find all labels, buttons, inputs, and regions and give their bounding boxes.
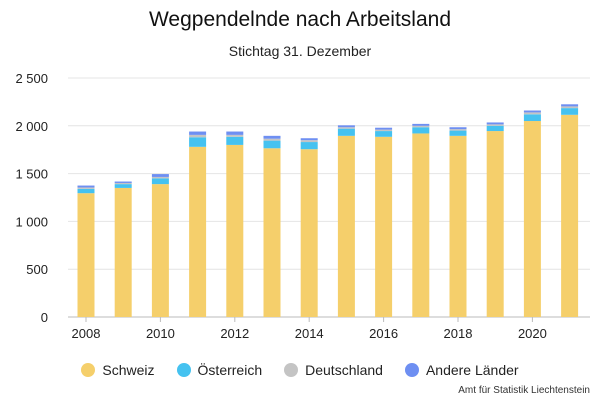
x-tick-label: 2014 (295, 326, 324, 341)
bar-segment (486, 131, 504, 317)
bar-segment (523, 114, 541, 122)
bar-segment (486, 124, 504, 126)
x-tick-label: 2008 (72, 326, 101, 341)
bar-segment (375, 136, 393, 317)
bar-segment (226, 136, 244, 145)
legend-label: Andere Länder (425, 362, 519, 378)
bar-segment (114, 181, 132, 183)
legend-item[interactable]: Deutschland (284, 362, 383, 378)
bar-segment (337, 127, 355, 129)
y-tick-label: 2 000 (15, 119, 48, 134)
bar-segment (300, 142, 318, 150)
legend-swatch (176, 363, 191, 377)
bar-segment (300, 149, 318, 317)
bar-segment (151, 176, 169, 179)
x-tick-label: 2016 (369, 326, 398, 341)
bar-segment (375, 131, 393, 137)
source-note: Amt für Statistik Liechtenstein (458, 385, 590, 396)
bar-segment (77, 193, 95, 317)
legend-item[interactable]: Schweiz (81, 362, 155, 378)
legend-swatch (284, 363, 299, 377)
x-tick-label: 2018 (444, 326, 473, 341)
bar-segment (263, 138, 281, 141)
legend-swatch (81, 363, 96, 377)
bar-segment (263, 140, 281, 149)
y-tick-label: 0 (41, 310, 48, 325)
bar-segment (189, 137, 207, 147)
y-tick-label: 500 (26, 262, 48, 277)
bar-segment (449, 129, 467, 131)
y-tick-label: 1 000 (15, 214, 48, 229)
legend-label: Schweiz (102, 362, 155, 378)
bar-segment (77, 188, 95, 194)
x-tick-label: 2010 (146, 326, 175, 341)
bar-segment (189, 131, 207, 135)
bar-segment (412, 125, 430, 128)
y-tick-label: 2 500 (15, 71, 48, 86)
bar-segment (486, 122, 504, 125)
bar-segment (412, 123, 430, 126)
bar-segment (300, 138, 318, 141)
bar-segment (151, 174, 169, 177)
chart-title: Wegpendelnde nach Arbeitsland (148, 8, 451, 31)
bar-segment (77, 185, 95, 188)
bar-segment (486, 125, 504, 132)
bar-segment (523, 112, 541, 115)
bar-segment (77, 187, 95, 189)
bar-segment (449, 127, 467, 130)
bar-segment (189, 146, 207, 317)
bar-segment (226, 134, 244, 137)
grid-lines (68, 77, 590, 318)
bar-segment (226, 144, 244, 317)
legend: Schweiz Österreich Deutschland Andere Lände… (0, 362, 600, 378)
bar-segment (114, 182, 132, 185)
bar-segment (337, 125, 355, 128)
bar-segment (412, 133, 430, 317)
bar-segment (114, 184, 132, 188)
bar-segment (375, 127, 393, 130)
bars (77, 104, 579, 318)
bar-segment (114, 187, 132, 317)
bar-segment (151, 184, 169, 317)
bar-segment (561, 114, 579, 317)
bar-segment (449, 135, 467, 317)
bar-segment (375, 129, 393, 132)
bar-segment (300, 140, 318, 143)
y-axis-ticks: 0 500 1 000 1 500 2 000 2 500 (15, 71, 48, 325)
legend-label: Deutschland (305, 362, 383, 378)
x-tick-label: 2020 (518, 326, 547, 341)
bar-segment (263, 148, 281, 317)
bar-segment (263, 135, 281, 139)
bar-segment (337, 128, 355, 136)
bar-segment (151, 178, 169, 185)
bar-segment (523, 110, 541, 113)
bar-segment (449, 130, 467, 136)
bar-segment (561, 108, 579, 115)
x-tick-label: 2012 (220, 326, 249, 341)
legend-label: Österreich (197, 362, 263, 378)
legend-item[interactable]: Andere Länder (404, 362, 519, 378)
bar-segment (561, 104, 579, 107)
bar-segment (189, 134, 207, 138)
legend-swatch (404, 363, 419, 377)
legend-item[interactable]: Österreich (176, 362, 263, 378)
bar-segment (561, 106, 579, 109)
bar-segment (337, 135, 355, 317)
y-tick-label: 1 500 (15, 167, 48, 182)
chart-subtitle: Stichtag 31. Dezember (228, 43, 372, 59)
bar-segment (523, 121, 541, 318)
bar-segment (226, 131, 244, 135)
bar-segment (412, 127, 430, 134)
x-axis-ticks: 2008 2010 2012 2014 2016 2018 2020 (72, 317, 547, 341)
